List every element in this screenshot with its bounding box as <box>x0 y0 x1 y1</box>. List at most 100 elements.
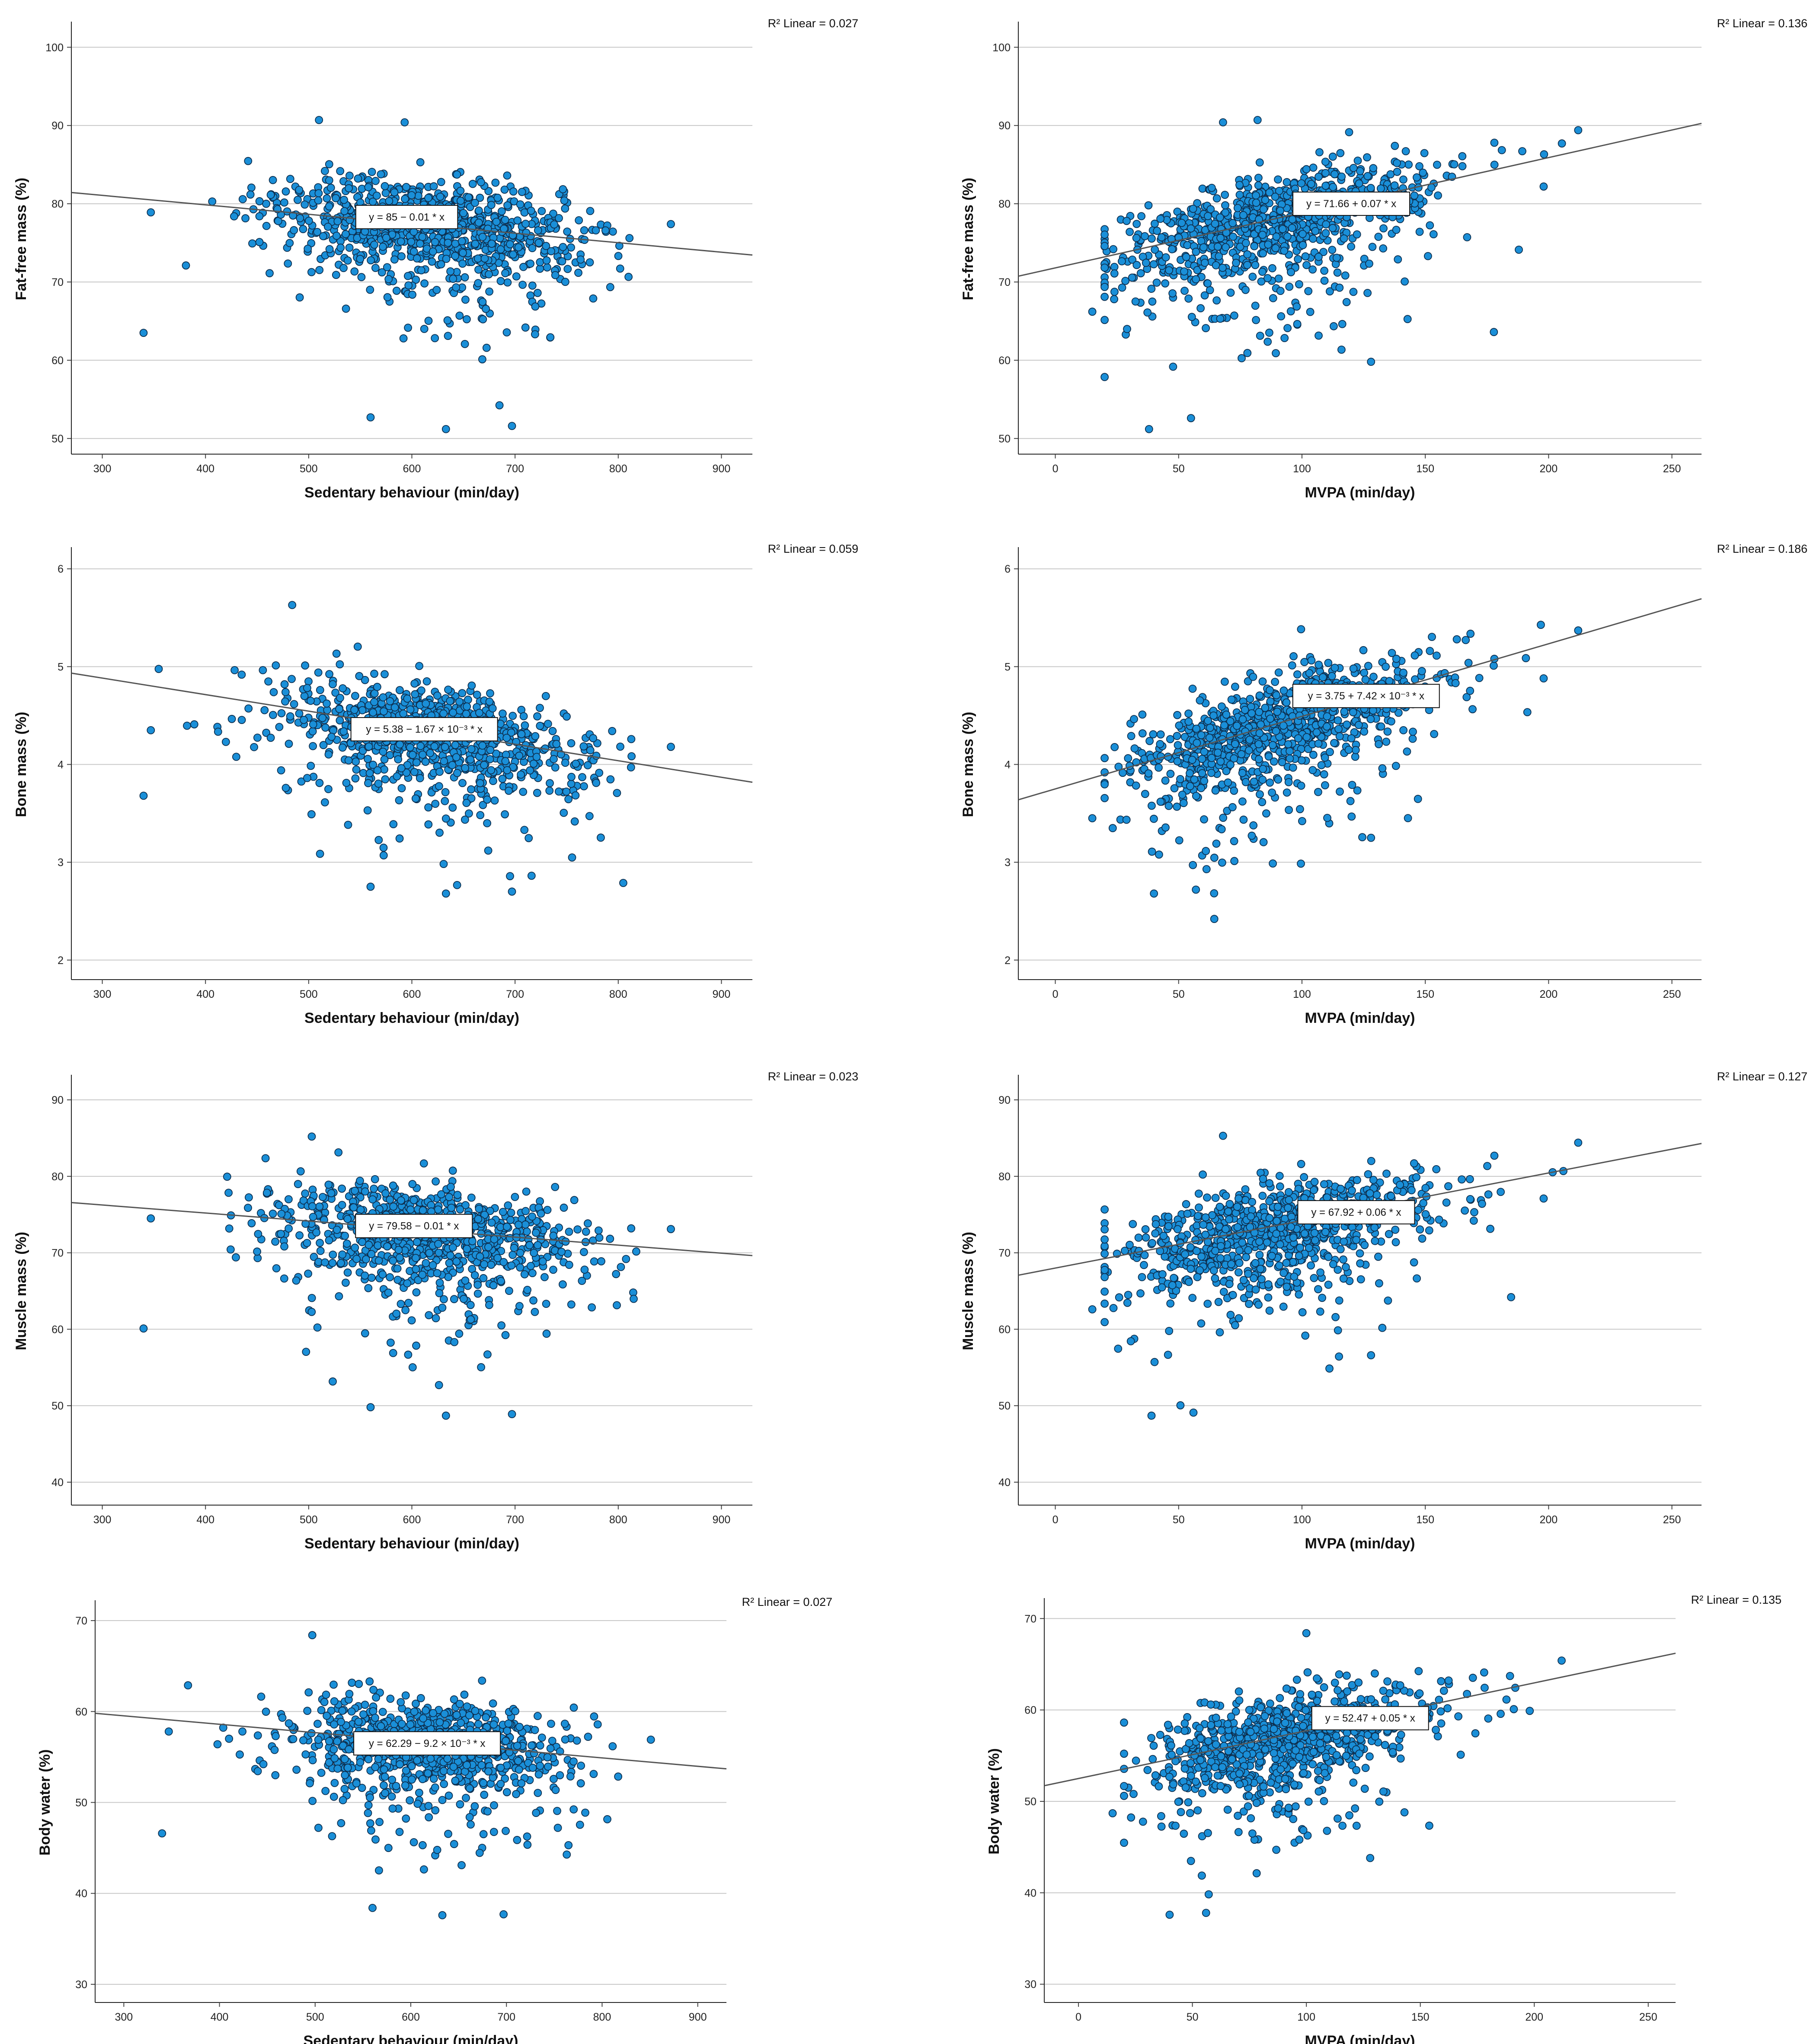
data-point <box>288 675 296 683</box>
data-point <box>1311 227 1320 235</box>
data-point <box>225 1224 233 1233</box>
data-point <box>1412 1173 1420 1182</box>
data-point <box>324 223 332 231</box>
data-point <box>1409 727 1417 736</box>
data-point <box>1136 1289 1145 1298</box>
data-point <box>316 849 324 858</box>
data-point <box>474 218 483 227</box>
data-point <box>424 317 433 325</box>
data-point <box>1237 750 1246 759</box>
data-point <box>1315 660 1323 669</box>
data-point <box>1375 740 1383 748</box>
data-point <box>1149 730 1158 739</box>
data-point <box>1284 740 1292 749</box>
data-point <box>1282 698 1291 707</box>
data-point <box>534 239 543 247</box>
data-point <box>147 1214 155 1223</box>
data-point <box>429 182 438 191</box>
data-point <box>286 712 294 721</box>
data-point <box>269 688 278 696</box>
data-point <box>1356 1259 1365 1268</box>
data-point <box>1297 782 1305 790</box>
y-tick-label: 80 <box>51 1171 64 1183</box>
data-point <box>470 1271 479 1279</box>
x-tick-label: 200 <box>1539 1514 1558 1526</box>
data-point <box>552 740 561 748</box>
data-point <box>1165 266 1174 275</box>
data-point <box>1200 815 1208 823</box>
data-point <box>606 1234 614 1243</box>
x-tick-label: 250 <box>1663 1514 1681 1526</box>
data-point <box>412 758 421 767</box>
data-point <box>343 1214 352 1223</box>
data-point <box>408 1363 417 1371</box>
data-point <box>1363 289 1372 297</box>
data-point <box>285 239 294 247</box>
data-point <box>456 196 465 205</box>
data-point <box>389 1256 397 1265</box>
data-point <box>1354 721 1363 729</box>
data-point <box>280 1242 288 1251</box>
data-point <box>1417 667 1426 676</box>
data-point <box>1426 647 1434 655</box>
data-point <box>1300 658 1309 666</box>
data-point <box>1161 823 1170 832</box>
data-point <box>441 788 450 796</box>
data-point <box>1173 757 1182 766</box>
x-tick-label: 50 <box>1173 463 1185 475</box>
data-point <box>415 662 423 670</box>
data-point <box>1161 776 1170 785</box>
data-point <box>1268 741 1277 750</box>
data-point <box>325 176 333 185</box>
data-point <box>353 642 362 651</box>
data-point <box>1320 276 1329 285</box>
data-point <box>1450 160 1459 169</box>
data-point <box>1285 806 1293 814</box>
data-point <box>1219 118 1227 127</box>
data-point <box>1221 201 1229 210</box>
data-point <box>422 699 430 708</box>
data-point <box>595 1226 603 1235</box>
data-point <box>429 247 437 256</box>
data-point <box>1192 275 1200 284</box>
data-point <box>1180 287 1189 295</box>
data-point <box>541 1273 549 1282</box>
data-point <box>583 761 592 769</box>
data-point <box>1367 833 1375 842</box>
data-point <box>386 1273 394 1282</box>
data-point <box>1411 651 1419 660</box>
data-point <box>1200 291 1209 300</box>
data-point <box>401 195 409 203</box>
data-point <box>386 1195 394 1204</box>
data-point <box>285 740 293 748</box>
data-point <box>452 1257 461 1266</box>
data-point <box>453 881 461 889</box>
data-point <box>446 697 454 705</box>
data-point <box>365 1240 373 1249</box>
data-point <box>410 679 419 688</box>
data-point <box>506 872 514 881</box>
data-point <box>1264 240 1273 249</box>
data-point <box>1212 194 1221 203</box>
data-point <box>253 734 262 742</box>
data-point <box>397 764 406 772</box>
y-tick-label: 3 <box>1004 857 1011 869</box>
data-point <box>1216 314 1225 323</box>
data-point <box>1250 777 1258 786</box>
data-point <box>570 817 579 826</box>
data-point <box>565 1227 573 1236</box>
data-point <box>1334 1326 1342 1335</box>
data-point <box>380 755 389 764</box>
data-point <box>560 1203 568 1212</box>
data-point <box>449 1243 457 1252</box>
data-point <box>1177 219 1186 227</box>
data-point <box>509 250 517 259</box>
r2-linear-label: R² Linear = 0.027 <box>768 17 858 30</box>
data-point <box>1110 269 1119 278</box>
x-tick-label: 0 <box>1052 1514 1059 1526</box>
data-point <box>355 672 364 680</box>
data-point <box>411 794 420 803</box>
data-point <box>527 871 536 880</box>
data-point <box>1399 669 1407 677</box>
